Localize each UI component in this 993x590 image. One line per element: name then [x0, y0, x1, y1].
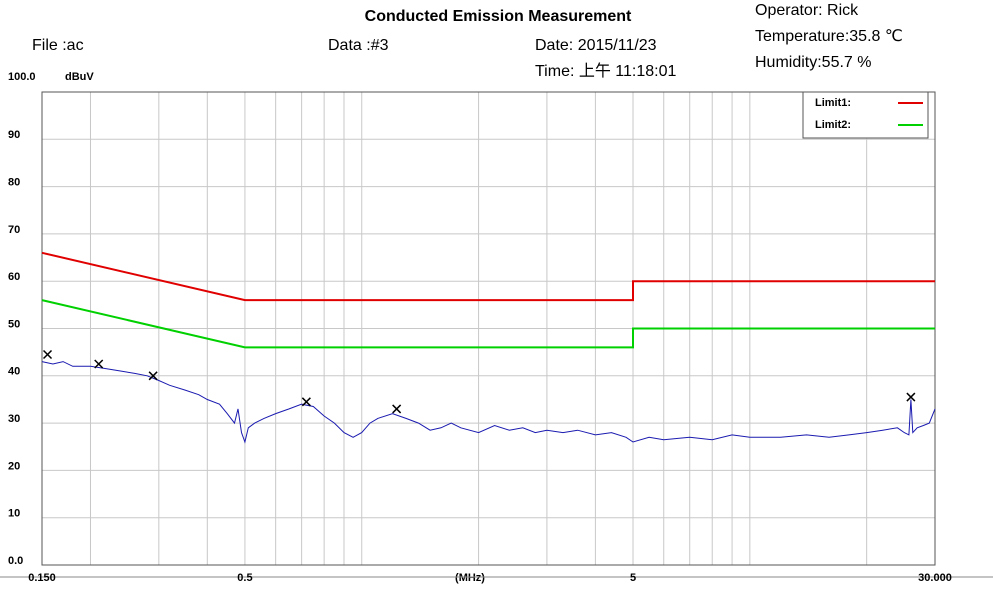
peak-marker [392, 404, 402, 414]
x-tick-label: 0.5 [237, 572, 252, 584]
y-tick-label: 60 [8, 271, 20, 283]
y-tick-label: 80 [8, 177, 20, 189]
y-tick-label: 20 [8, 460, 20, 472]
y-axis-label: dBuV [65, 71, 94, 83]
limit-line [41, 299, 935, 349]
y-tick-label: 50 [8, 318, 20, 330]
x-tick-label: 30.000 [918, 572, 952, 584]
x-tick-label: 5 [630, 572, 636, 584]
peak-marker [94, 359, 104, 369]
file-label: File :ac [32, 37, 84, 54]
operator-label: Operator: Rick [755, 2, 859, 19]
measurement-trace [41, 361, 936, 444]
peak-marker [301, 397, 311, 407]
y-tick-label: 100.0 [8, 71, 36, 83]
y-tick-label: 70 [8, 224, 20, 236]
legend-label: Limit1: [815, 97, 851, 109]
legend-box [802, 91, 929, 139]
chart-title: Conducted Emission Measurement [365, 8, 632, 25]
limit-line [41, 251, 935, 302]
x-tick-label: 0.150 [28, 572, 56, 584]
legend-label: Limit2: [815, 119, 851, 131]
y-tick-label: 0.0 [8, 555, 23, 567]
date-label: Date: 2015/11/23 [535, 37, 657, 54]
y-tick-label: 90 [8, 129, 20, 141]
peak-marker [148, 371, 158, 381]
peak-marker [906, 392, 916, 402]
data-label: Data :#3 [328, 37, 389, 54]
humidity-label: Humidity:55.7 % [755, 54, 872, 71]
y-tick-label: 40 [8, 366, 20, 378]
peak-marker [42, 349, 53, 360]
y-tick-label: 10 [8, 508, 20, 520]
time-label: Time: 上午 11:18:01 [535, 62, 676, 80]
y-tick-label: 30 [8, 413, 20, 425]
x-axis-label: (MHz) [455, 572, 485, 584]
temperature-label: Temperature:35.8 ℃ [755, 28, 903, 45]
